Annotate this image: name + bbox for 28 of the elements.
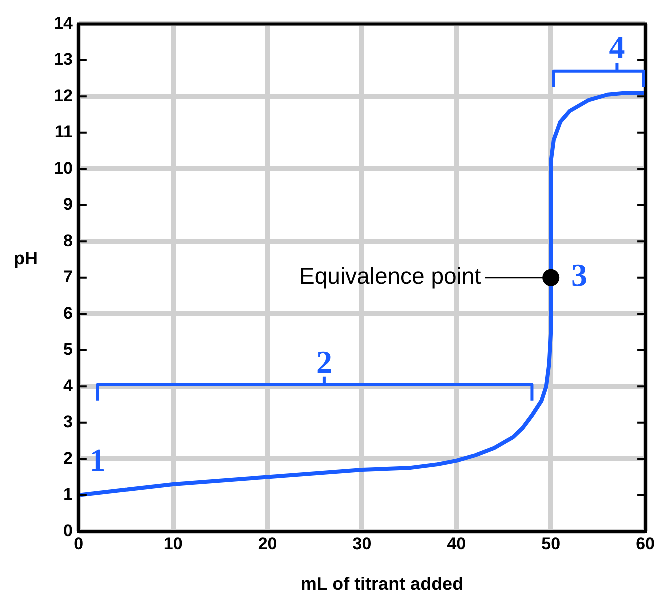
y-tick-label: 12 [54,86,73,106]
y-tick-label: 8 [63,231,73,250]
x-tick-label: 10 [164,534,183,554]
y-axis-title: pH [14,248,38,269]
x-tick-label: 20 [258,534,278,554]
x-axis-title: mL of titrant added [300,574,464,594]
annotation: 3 [571,257,588,294]
x-tick-label: 50 [542,534,561,554]
y-tick-label: 5 [63,340,73,360]
x-tick-label: 40 [447,534,466,554]
y-tick-label: 9 [63,195,73,214]
x-tick-label: 30 [352,534,372,554]
annotation: 1 [90,442,106,478]
y-tick-label: 11 [54,122,73,142]
y-tick-label: 10 [54,158,73,178]
y-tick-label: 2 [63,448,73,468]
y-tick-label: 7 [63,268,73,287]
y-tick-label: 1 [63,485,73,504]
y-tick-label: 4 [63,376,74,396]
y-tick-label: 0 [63,521,73,540]
annotation: 2 [316,344,332,380]
y-tick-label: 3 [63,412,73,432]
y-tick-label: 14 [54,14,74,33]
x-tick-label: 60 [636,534,656,554]
annotation: 4 [609,28,626,65]
y-tick-label: 13 [54,50,73,70]
annotation: Equivalence point [300,263,482,290]
y-tick-label: 6 [63,304,73,323]
